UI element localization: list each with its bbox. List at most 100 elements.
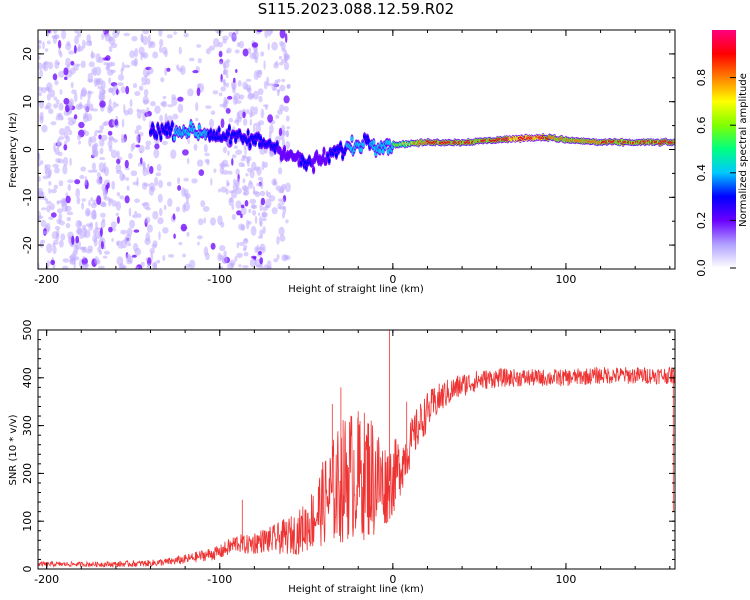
spectrogram-cell [243, 251, 249, 257]
spectrogram-cell [187, 88, 194, 97]
colorbar-tick-label: 0.8 [695, 69, 708, 87]
spectrogram-cell [232, 183, 238, 192]
spectrogram-cell [279, 234, 286, 242]
spectrogram-cell [223, 163, 230, 168]
spectrogram-cell [212, 90, 219, 95]
spectrogram-cell [134, 266, 140, 269]
spectrogram-cell [130, 170, 138, 177]
colorbar-tick-label: 0.4 [695, 164, 708, 182]
spectrogram-cell [62, 156, 69, 167]
spectrogram-cell [90, 52, 96, 59]
spectrogram-cell [102, 255, 108, 259]
spectrogram-cell [76, 227, 83, 235]
spectrogram-cell [65, 195, 71, 204]
spectrogram-cell [227, 150, 230, 156]
spectrogram-cell [241, 163, 245, 168]
spectrogram-cell [145, 232, 151, 242]
figure-title: S115.2023.088.12.59.R02 [258, 0, 454, 18]
spectrogram-cell [100, 236, 104, 243]
spectrogram-cell [105, 55, 111, 61]
x-tick-label: 100 [555, 573, 576, 586]
spectrogram-cell [42, 175, 49, 180]
spectrogram-cell [127, 242, 132, 247]
spectrogram-cell [142, 161, 146, 169]
spectrogram-cell [45, 200, 52, 205]
spectrogram-cell [234, 255, 238, 262]
spectrogram-cell [134, 198, 140, 204]
spectrogram-cell [237, 80, 242, 87]
spectrogram-cell [128, 207, 132, 217]
spectrogram-cell [256, 69, 262, 79]
spectrogram-cell [231, 158, 234, 166]
spectrogram-cell [153, 262, 157, 269]
spectrogram-cell [116, 150, 120, 160]
spectrogram-cell [244, 147, 247, 156]
spectrogram-cell [278, 198, 282, 202]
spectrogram-cell [124, 159, 129, 169]
spectrogram-cell [255, 124, 262, 133]
spectrogram-cell [82, 113, 88, 120]
spectrogram-cell [115, 212, 120, 216]
spectrogram-cell [77, 45, 84, 52]
spectrogram-cell [52, 264, 56, 269]
spectrogram-cell [57, 208, 63, 214]
spectrogram-cell [50, 188, 57, 194]
spectrogram-cell [188, 57, 195, 62]
spectrogram-cell [88, 200, 91, 207]
spectrogram-cell [240, 204, 245, 209]
spectrogram-cell [84, 263, 89, 269]
spectrogram-cell [101, 183, 106, 192]
spectrogram-cell [241, 154, 246, 160]
spectrogram-cell [173, 233, 176, 239]
spectrogram-cell [210, 177, 213, 186]
spectrogram-cell [65, 223, 71, 229]
spectrogram-cell [47, 30, 51, 34]
spectrogram-cell [335, 152, 338, 158]
spectrogram-cell [236, 241, 240, 249]
spectrogram-cell [38, 40, 42, 45]
spectrogram-cell [99, 227, 103, 237]
spectrogram-cell [262, 226, 266, 234]
spectrogram-cell [229, 259, 236, 266]
spectrogram-cell [149, 165, 154, 175]
spectrogram-cell [248, 143, 252, 149]
spectrogram-cell [178, 242, 183, 246]
spectrogram-cell [70, 81, 74, 89]
spectrogram-cell [285, 255, 291, 261]
spectrogram-cell [100, 80, 106, 90]
spectrogram-cell [248, 180, 253, 185]
spectrogram-cell [271, 83, 276, 91]
spectrogram-cell [173, 135, 176, 141]
spectrogram-cell [150, 186, 156, 192]
spectrogram-cell [273, 178, 277, 185]
spectrogram-cell [75, 188, 80, 198]
spectrogram-cell [196, 134, 200, 140]
spectrogram-cell [206, 159, 210, 166]
spectrogram-cell [281, 212, 286, 219]
spectrogram-cell [58, 213, 63, 222]
spectrogram-cell [141, 53, 146, 58]
spectrogram-cell [62, 199, 66, 204]
spectrogram-cell [388, 140, 391, 146]
spectrogram-cell [41, 239, 46, 244]
spectrogram-cell [177, 177, 181, 185]
spectrogram-cell [131, 36, 138, 42]
spectrogram-cell [129, 50, 136, 59]
spectrogram-cell [129, 219, 135, 229]
spectrogram-cell [133, 210, 138, 219]
spectrogram-cell [220, 118, 225, 128]
spectrogram-cell [146, 263, 151, 269]
spectrogram-cell [202, 206, 210, 212]
spectrogram-cell [249, 169, 255, 179]
spectrogram-cell [219, 61, 223, 65]
spectrogram-x-label: Height of straight line (km) [288, 284, 424, 295]
spectrogram-cell [92, 145, 96, 155]
spectrogram-cell [181, 187, 186, 197]
spectrogram-cell [271, 41, 278, 51]
spectrogram-cell [238, 223, 245, 231]
spectrogram-cell [38, 162, 41, 167]
spectrogram-cell [223, 250, 227, 257]
spectrogram-cell [276, 89, 280, 97]
spectrogram-cell [192, 70, 199, 74]
